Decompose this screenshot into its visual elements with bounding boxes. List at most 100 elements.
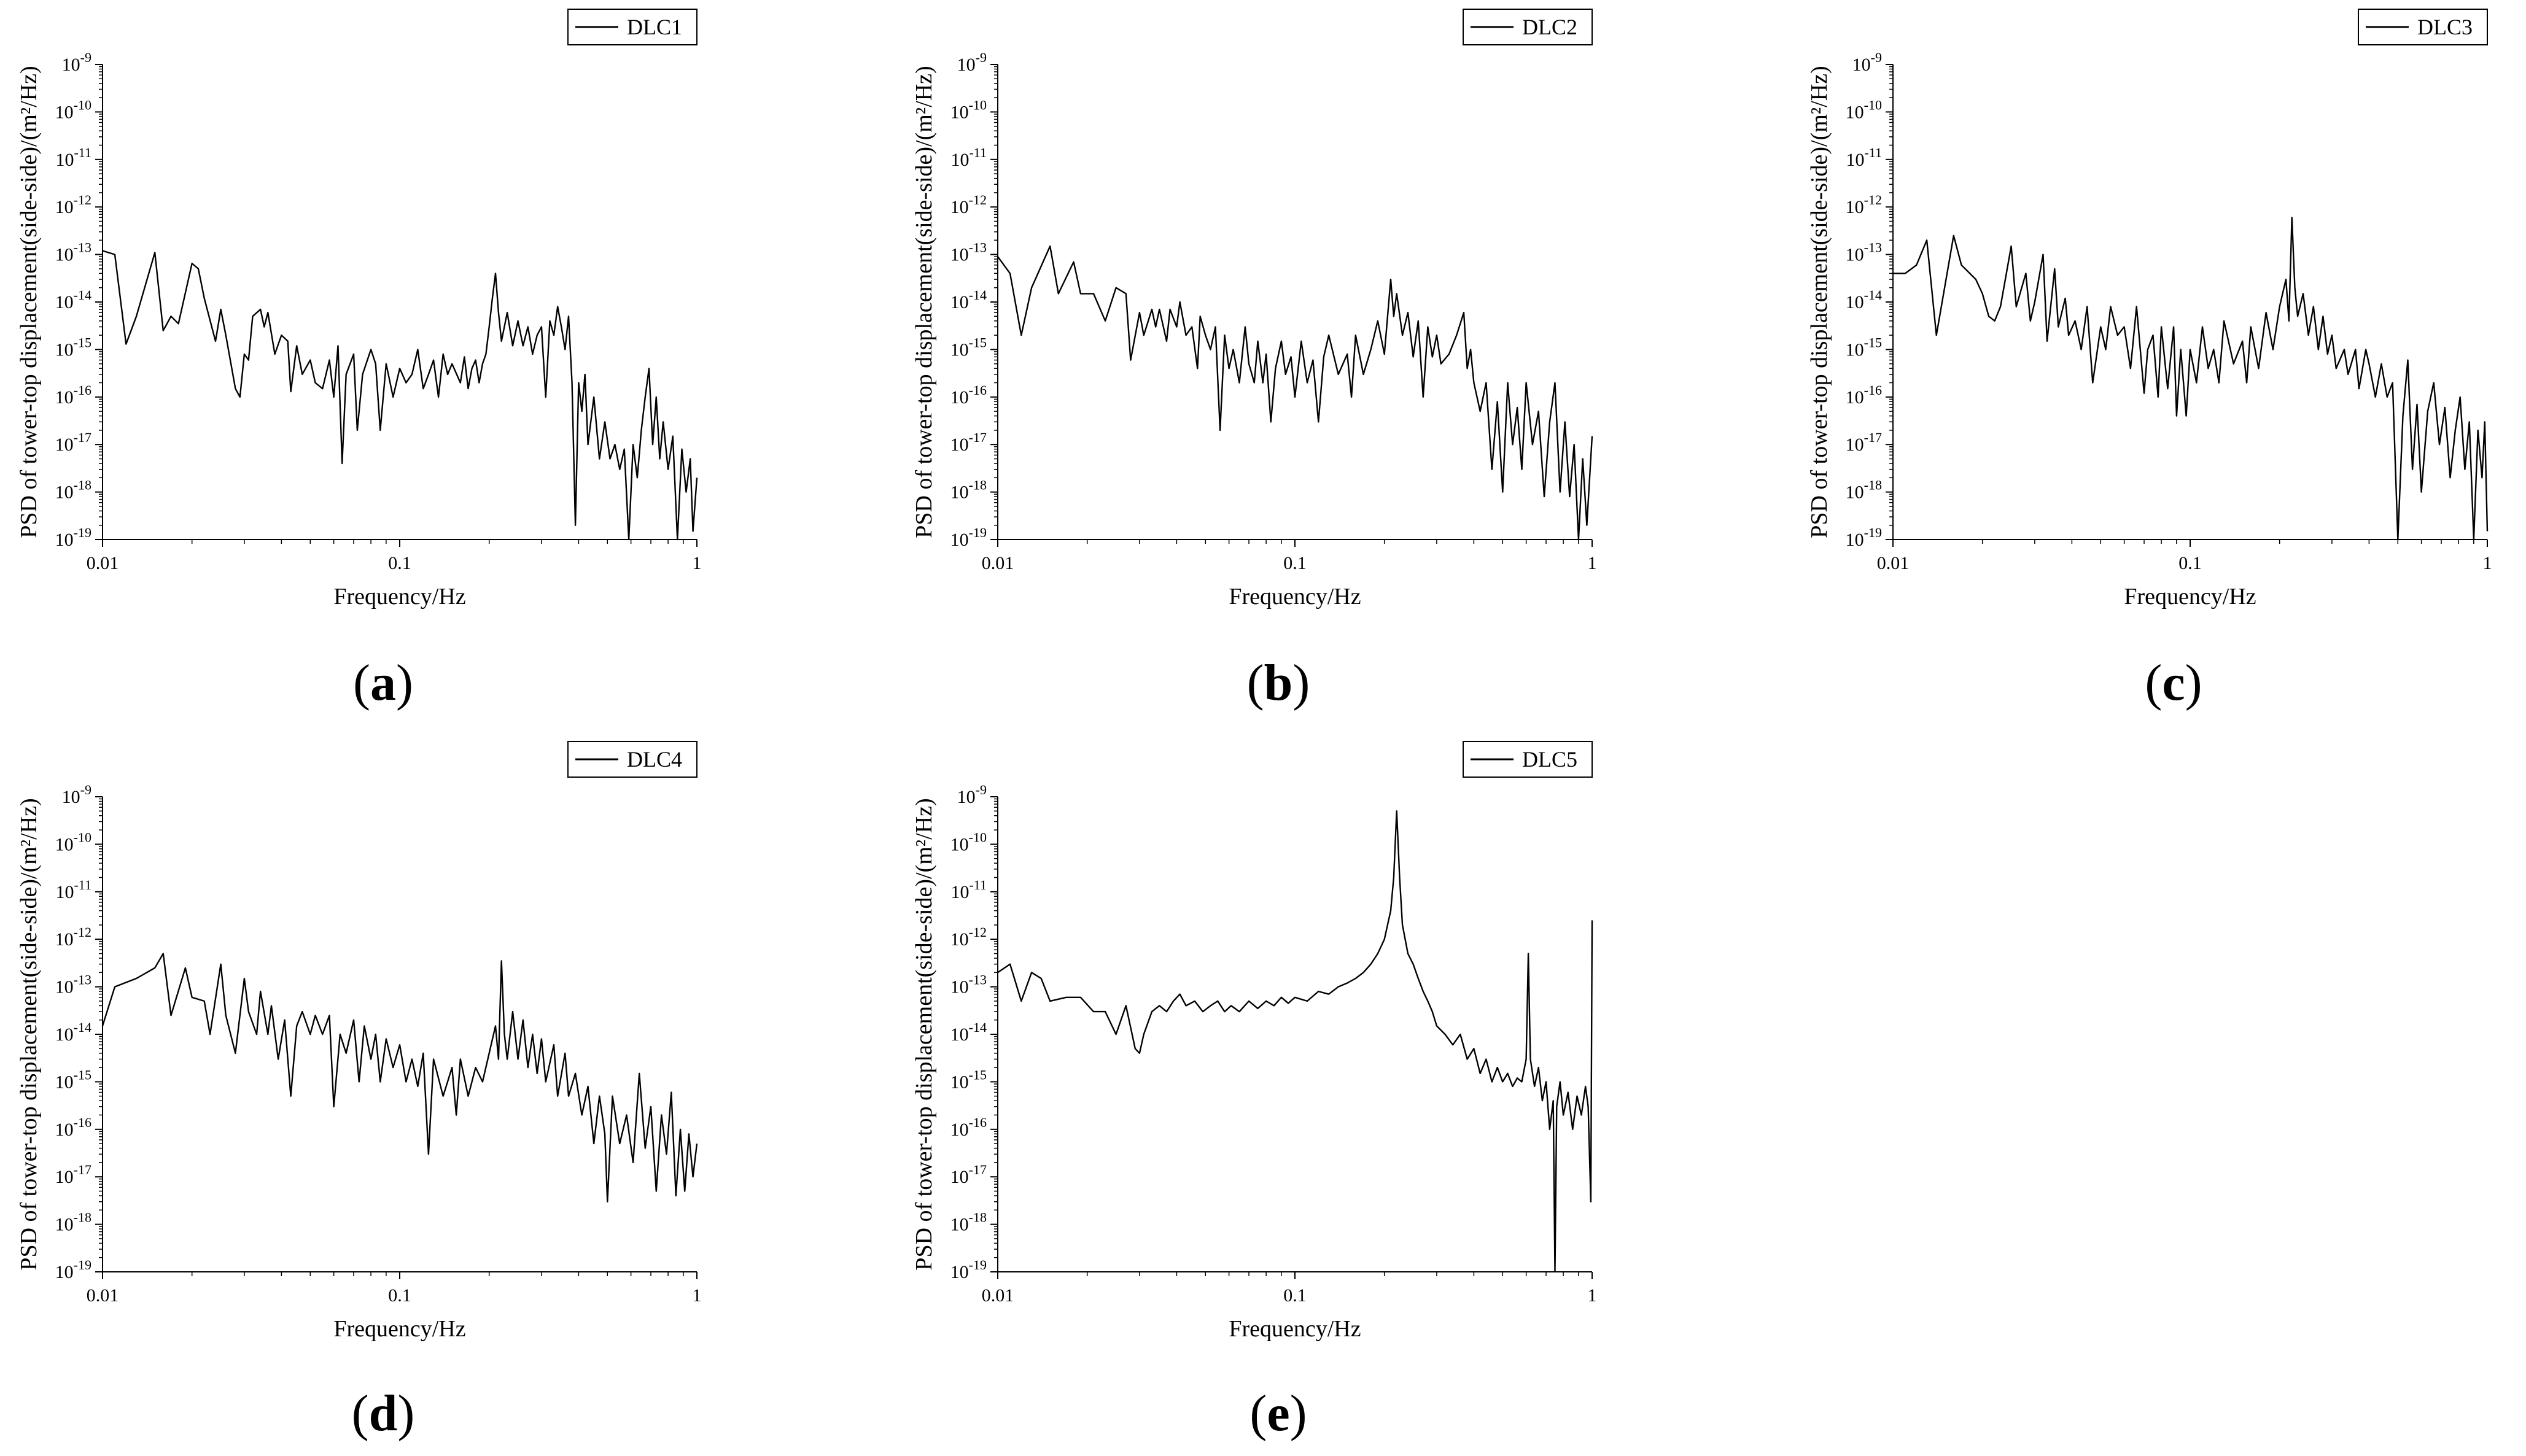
panel-label-close: )	[1290, 1385, 1307, 1442]
y-tick-exponent: -14	[74, 287, 91, 303]
panel-label: (e)	[1249, 1385, 1307, 1442]
y-tick-label: 10-14	[1846, 287, 1882, 312]
y-tick-label: 10-19	[950, 525, 987, 550]
legend-label: DLC2	[1522, 15, 1577, 39]
series-line-dlc3	[1893, 217, 2489, 541]
y-axis-title: PSD of tower-top displacement(side-side)…	[1806, 66, 1832, 538]
y-tick-base: 10	[55, 102, 74, 122]
x-tick-label: 0.1	[388, 553, 411, 573]
panel-label-open: (	[2145, 654, 2162, 711]
y-tick-exponent: -14	[1864, 287, 1882, 303]
y-tick-exponent: -15	[74, 1067, 91, 1082]
y-tick-label: 10-18	[950, 1210, 987, 1235]
x-tick-label: 0.1	[1283, 1285, 1307, 1306]
y-tick-label: 10-9	[957, 782, 987, 807]
x-tick-label: 1	[693, 1285, 702, 1306]
y-tick-label: 10-10	[55, 97, 91, 122]
y-tick-label: 10-19	[950, 1257, 987, 1282]
y-tick-exponent: -13	[74, 240, 91, 255]
y-tick-base: 10	[950, 882, 969, 902]
y-tick-exponent: -14	[969, 287, 987, 303]
y-tick-exponent: -14	[969, 1020, 987, 1035]
y-tick-base: 10	[950, 150, 969, 170]
y-tick-exponent: -11	[969, 145, 987, 160]
y-tick-exponent: -13	[969, 240, 987, 255]
y-tick-exponent: -11	[74, 145, 91, 160]
y-tick-label: 10-15	[55, 335, 91, 360]
panel-label: (a)	[353, 654, 413, 711]
y-tick-exponent: -19	[1864, 525, 1882, 540]
y-tick-base: 10	[55, 834, 74, 854]
y-tick-base: 10	[55, 882, 74, 902]
series-line-dlc2	[997, 245, 1593, 541]
y-tick-label: 10-9	[62, 50, 91, 75]
panel-label: (d)	[352, 1385, 415, 1442]
y-tick-label: 10-12	[55, 192, 91, 217]
y-tick-base: 10	[55, 977, 74, 997]
y-tick-exponent: -10	[1864, 97, 1882, 112]
y-tick-exponent: -18	[74, 1210, 91, 1225]
panel-label-letter: e	[1267, 1385, 1289, 1442]
y-tick-label: 10-16	[950, 382, 987, 408]
y-tick-exponent: -10	[969, 97, 987, 112]
y-tick-base: 10	[1846, 339, 1864, 360]
y-tick-label: 10-10	[1846, 97, 1882, 122]
x-tick-label: 1	[1588, 553, 1597, 573]
y-tick-exponent: -16	[1864, 382, 1882, 398]
y-tick-exponent: -12	[74, 924, 91, 940]
y-tick-exponent: -10	[74, 97, 91, 112]
y-tick-label: 10-16	[1846, 382, 1882, 408]
y-tick-exponent: -14	[74, 1020, 91, 1035]
y-tick-base: 10	[62, 787, 80, 807]
y-tick-label: 10-14	[55, 287, 91, 312]
y-tick-exponent: -19	[969, 525, 987, 540]
y-axis-title: PSD of tower-top displacement(side-side)…	[911, 798, 937, 1270]
y-tick-exponent: -13	[74, 972, 91, 988]
series-line-dlc5	[997, 810, 1593, 1273]
y-tick-exponent: -18	[969, 1210, 987, 1225]
y-tick-base: 10	[1852, 55, 1871, 75]
y-tick-exponent: -17	[74, 430, 91, 445]
y-tick-base: 10	[950, 977, 969, 997]
y-tick-base: 10	[55, 1072, 74, 1092]
y-tick-base: 10	[55, 1120, 74, 1140]
y-tick-label: 10-13	[55, 972, 91, 997]
panel-label-close: )	[396, 654, 413, 711]
y-tick-exponent: -16	[969, 1115, 987, 1130]
panel-label: (b)	[1247, 654, 1310, 711]
y-tick-base: 10	[950, 1120, 969, 1140]
y-tick-label: 10-17	[55, 1162, 91, 1187]
y-tick-exponent: -10	[969, 829, 987, 845]
y-tick-label: 10-17	[950, 1162, 987, 1187]
y-tick-exponent: -11	[74, 877, 91, 893]
y-tick-label: 10-14	[55, 1020, 91, 1045]
y-tick-base: 10	[62, 55, 80, 75]
panel-label-letter: d	[369, 1385, 398, 1442]
chart-panel-b: 0.01 0.1 110-1910-1810-1710-1610-1510-1410…	[911, 9, 1597, 711]
y-tick-exponent: -16	[74, 1115, 91, 1130]
legend-label: DLC1	[627, 15, 682, 39]
y-tick-base: 10	[957, 55, 976, 75]
y-tick-label: 10-18	[55, 1210, 91, 1235]
y-tick-label: 10-9	[957, 50, 987, 75]
y-tick-label: 10-12	[950, 924, 987, 950]
y-tick-label: 10-11	[950, 877, 987, 902]
x-tick-label: 0.01	[87, 553, 119, 573]
y-tick-exponent: -9	[80, 50, 91, 65]
y-tick-base: 10	[55, 482, 74, 503]
y-tick-base: 10	[950, 834, 969, 854]
y-tick-label: 10-12	[55, 924, 91, 950]
y-tick-exponent: -9	[1871, 50, 1882, 65]
y-tick-exponent: -12	[1864, 192, 1882, 207]
y-tick-label: 10-17	[950, 430, 987, 455]
y-tick-base: 10	[55, 1167, 74, 1187]
y-tick-label: 10-17	[55, 430, 91, 455]
series-line-dlc1	[102, 250, 698, 541]
y-tick-base: 10	[950, 102, 969, 122]
x-tick-label: 0.1	[2178, 553, 2202, 573]
legend-label: DLC5	[1522, 747, 1577, 772]
y-tick-label: 10-11	[950, 145, 987, 170]
x-axis-title: Frequency/Hz	[333, 1316, 465, 1342]
chart-panel-a: 0.01 0.1 110-1910-1810-1710-1610-1510-1410…	[16, 9, 702, 711]
y-tick-exponent: -19	[74, 1257, 91, 1272]
